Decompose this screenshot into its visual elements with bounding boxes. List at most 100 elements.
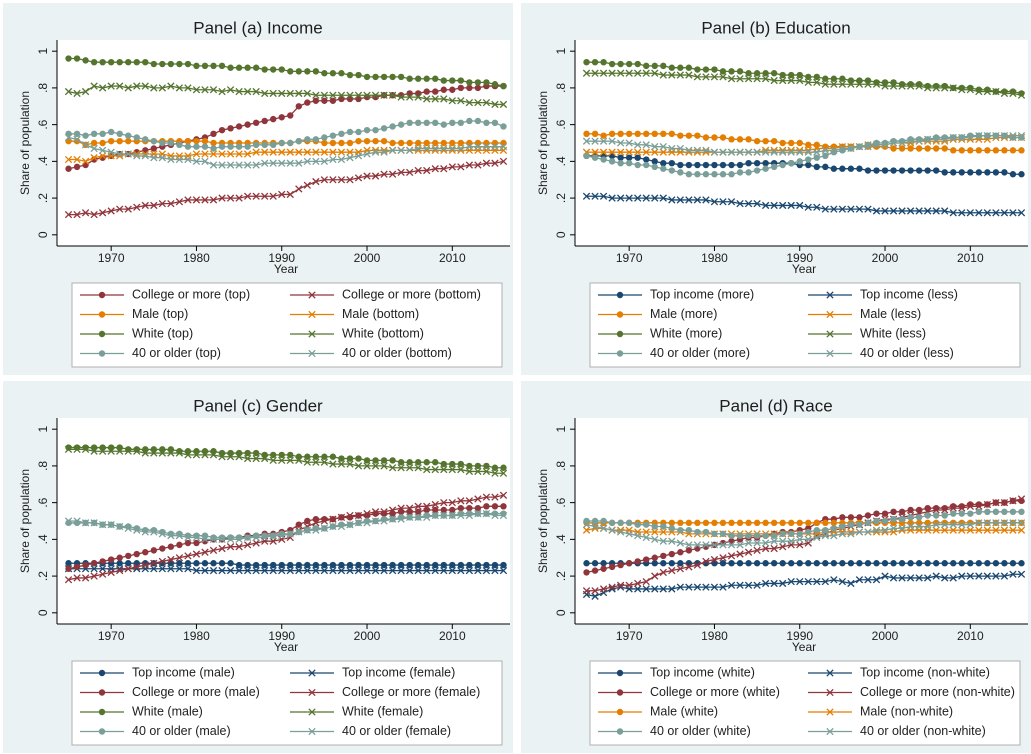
series-line	[68, 513, 504, 539]
data-point	[889, 574, 898, 582]
data-point	[499, 511, 508, 520]
data-point	[90, 210, 98, 219]
data-point	[355, 455, 362, 462]
data-point	[466, 84, 473, 92]
data-point	[651, 560, 658, 567]
data-point	[440, 460, 447, 468]
data-point	[907, 560, 914, 567]
legend-box	[71, 282, 503, 368]
y-tick-label: .8	[36, 83, 50, 93]
data-point	[932, 506, 940, 514]
data-point	[150, 528, 158, 536]
data-point	[983, 526, 992, 534]
data-point	[287, 68, 294, 75]
data-point	[719, 161, 727, 169]
data-point	[90, 572, 98, 580]
data-point	[830, 75, 838, 82]
data-point	[591, 560, 599, 567]
data-point	[388, 170, 397, 178]
data-point	[449, 139, 456, 147]
data-point	[907, 145, 914, 152]
data-point	[209, 566, 218, 575]
data-point	[668, 130, 676, 138]
x-tick-label: 1990	[786, 251, 813, 265]
data-point	[950, 510, 957, 517]
data-point	[491, 119, 499, 127]
data-point	[261, 454, 269, 463]
data-point	[414, 139, 422, 147]
data-point	[941, 84, 949, 92]
data-point	[98, 152, 107, 160]
data-point	[363, 91, 371, 99]
data-point	[889, 207, 898, 215]
data-point	[423, 459, 430, 466]
data-point	[133, 447, 141, 455]
data-point	[608, 158, 616, 165]
data-point	[64, 133, 73, 142]
data-point	[423, 502, 431, 510]
legend-label: 40 or older (white)	[650, 724, 751, 738]
data-point	[380, 508, 388, 516]
data-point	[295, 456, 303, 465]
series-line	[586, 155, 1022, 175]
data-point	[243, 566, 252, 575]
data-point	[796, 535, 804, 544]
data-point	[287, 112, 294, 119]
data-point	[694, 132, 701, 139]
data-point	[150, 145, 158, 152]
data-point	[762, 532, 769, 539]
data-point	[192, 196, 201, 204]
data-point	[295, 528, 303, 536]
data-point	[1017, 570, 1026, 578]
data-point	[389, 139, 396, 147]
x-tick-label: 1990	[268, 251, 295, 265]
data-point	[727, 541, 736, 549]
legend-marker	[308, 727, 316, 736]
data-point	[643, 62, 650, 70]
data-point	[685, 547, 693, 554]
data-point	[608, 519, 616, 527]
y-tick-label: .4	[36, 156, 50, 166]
data-point	[668, 585, 676, 593]
data-point	[745, 560, 752, 567]
data-point	[941, 521, 949, 529]
data-point	[821, 532, 829, 540]
data-point	[881, 560, 889, 567]
data-point	[984, 508, 991, 516]
data-point	[779, 161, 786, 169]
data-point	[167, 82, 175, 90]
data-point	[500, 561, 507, 569]
data-point	[90, 154, 98, 162]
data-point	[482, 467, 491, 476]
data-point	[788, 139, 795, 147]
data-point	[98, 84, 107, 92]
y-tick-label: 0	[36, 231, 50, 238]
data-point	[830, 519, 838, 527]
data-point	[906, 574, 915, 582]
data-point	[380, 73, 388, 81]
data-point	[830, 80, 838, 88]
data-point	[278, 89, 286, 98]
y-tick-label: .8	[554, 461, 568, 471]
data-point	[600, 156, 607, 163]
data-point	[440, 95, 448, 103]
data-point	[423, 561, 430, 569]
data-point	[440, 511, 448, 520]
legend-label: Top income (male)	[132, 665, 235, 679]
data-point	[702, 528, 710, 536]
data-point	[133, 203, 141, 211]
data-point	[201, 62, 209, 70]
data-point	[107, 447, 115, 455]
data-point	[821, 205, 829, 213]
data-point	[371, 172, 380, 180]
data-point	[184, 84, 192, 92]
data-point	[788, 71, 795, 79]
data-point	[710, 148, 719, 156]
data-point	[363, 561, 371, 569]
data-point	[499, 469, 508, 477]
data-point	[184, 451, 192, 459]
x-tick-label: 1980	[701, 251, 728, 265]
x-tick-label: 1980	[183, 629, 210, 643]
data-point	[107, 59, 115, 66]
data-point	[235, 143, 243, 150]
